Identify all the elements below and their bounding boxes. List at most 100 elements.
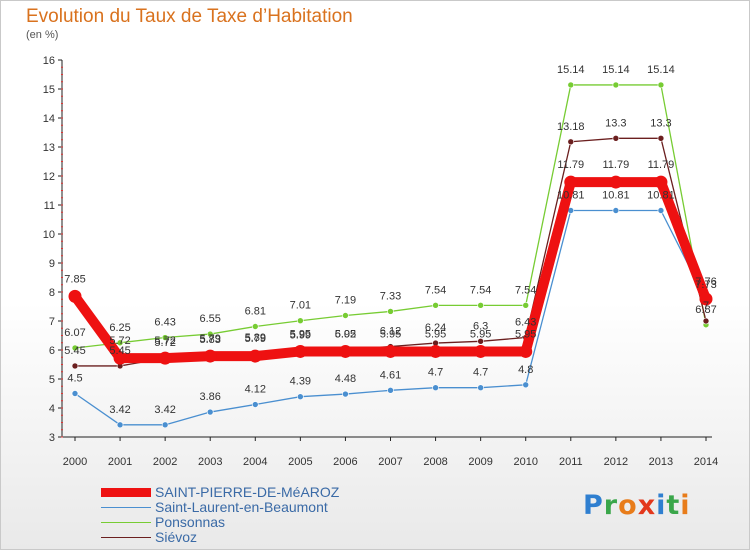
chart-title: Evolution du Taux de Taxe d’Habitation — [26, 6, 353, 27]
data-point — [657, 81, 665, 89]
data-point — [657, 207, 665, 214]
y-tick-label: 5 — [49, 374, 55, 386]
data-label: 4.7 — [473, 367, 488, 379]
data-label: 4.8 — [518, 364, 533, 376]
data-point — [387, 387, 394, 394]
data-label: 7.19 — [335, 294, 356, 306]
y-tick-label: 16 — [43, 55, 55, 67]
data-label: 7.85 — [64, 273, 85, 285]
y-tick-label: 10 — [43, 229, 55, 241]
data-label: 6.07 — [64, 327, 85, 339]
data-label: 4.5 — [67, 373, 82, 385]
data-label: 7.54 — [425, 284, 446, 296]
legend-item-saint-pierre: SAINT-PIERRE-DE-MéAROZ — [101, 484, 339, 500]
data-point — [702, 317, 710, 325]
data-label: 4.39 — [290, 376, 311, 388]
data-point — [338, 344, 352, 358]
data-label: 7.33 — [380, 290, 401, 302]
y-tick-label: 11 — [44, 200, 55, 212]
data-point — [206, 408, 214, 416]
data-label: 4.48 — [335, 373, 356, 385]
data-point — [206, 330, 214, 338]
data-label: 6.43 — [515, 317, 536, 329]
data-label: 11.79 — [602, 159, 629, 171]
data-point — [116, 421, 124, 429]
data-label: 5.95 — [515, 328, 536, 340]
data-label: 6.02 — [335, 328, 356, 340]
data-point — [116, 339, 124, 347]
y-tick-label: 13 — [43, 142, 55, 154]
data-label: 6.81 — [245, 306, 266, 318]
legend-label-sievoz: Siévoz — [155, 529, 198, 545]
data-point — [657, 135, 665, 142]
data-point — [522, 302, 530, 309]
data-point — [612, 135, 620, 142]
data-point — [384, 344, 397, 358]
legend-label-ponsonnas: Ponsonnas — [155, 514, 226, 530]
data-label: 3.42 — [109, 404, 130, 416]
data-point — [342, 312, 349, 319]
data-point — [567, 138, 575, 146]
data-label: 11.79 — [557, 159, 584, 171]
y-tick-label: 9 — [49, 258, 55, 270]
data-label: 4.61 — [380, 369, 401, 381]
y-tick-label: 7 — [49, 316, 55, 328]
x-tick-label: 2010 — [513, 456, 537, 468]
data-label: 6.87 — [695, 304, 716, 316]
y-tick-label: 6 — [49, 345, 55, 357]
data-label: 6.3 — [473, 320, 488, 332]
data-point — [474, 344, 488, 358]
data-label: 13.18 — [557, 121, 585, 133]
data-label: 5.72 — [154, 335, 175, 347]
data-label: 7.54 — [470, 284, 491, 296]
data-point — [477, 337, 484, 345]
data-point — [612, 207, 620, 214]
data-point — [203, 349, 217, 363]
x-tick-label: 2007 — [378, 456, 402, 468]
data-label: 5.45 — [64, 345, 85, 357]
x-tick-label: 2002 — [153, 456, 177, 468]
data-point — [161, 334, 169, 341]
data-point — [522, 381, 530, 389]
x-tick-label: 2014 — [694, 456, 718, 468]
data-point — [71, 344, 79, 352]
legend-label-saint-laurent: Saint-Laurent-en-Beaumont — [155, 499, 328, 515]
data-label: 5.79 — [200, 333, 221, 345]
data-point — [429, 344, 443, 358]
data-label: 5.89 — [245, 332, 266, 344]
data-point — [432, 384, 439, 392]
logo-letter: i — [680, 490, 691, 521]
data-point — [71, 362, 79, 370]
y-tick-label: 12 — [43, 171, 55, 183]
x-tick-label: 2009 — [468, 456, 492, 468]
data-label: 5.95 — [470, 328, 491, 340]
data-label: 13.3 — [650, 117, 671, 129]
data-label: 5.95 — [425, 328, 446, 340]
logo-letter: i — [656, 490, 667, 521]
legend-label-saint-pierre: SAINT-PIERRE-DE-MéAROZ — [155, 484, 340, 500]
data-label: 6.24 — [425, 322, 446, 334]
data-point — [477, 384, 484, 392]
data-point — [567, 81, 575, 89]
logo-letter: r — [603, 490, 619, 521]
data-label: 4.12 — [245, 384, 266, 396]
y-tick-label: 15 — [43, 84, 55, 96]
data-point — [387, 308, 394, 315]
proxiti-logo: Proxiti — [583, 490, 691, 521]
data-label: 3.42 — [154, 404, 175, 416]
data-label: 10.81 — [647, 190, 675, 202]
logo-letter: P — [583, 490, 604, 521]
data-point — [477, 302, 484, 309]
data-label: 5.72 — [109, 335, 130, 347]
x-tick-label: 2013 — [649, 456, 673, 468]
data-point — [68, 289, 82, 303]
data-label: 6.55 — [200, 313, 221, 325]
data-label: 5.95 — [290, 328, 311, 340]
data-label: 10.81 — [602, 190, 630, 202]
data-label: 11.79 — [648, 159, 675, 171]
data-label: 3.86 — [200, 391, 221, 403]
x-tick-label: 2001 — [108, 456, 132, 468]
data-label: 5.45 — [109, 345, 130, 357]
